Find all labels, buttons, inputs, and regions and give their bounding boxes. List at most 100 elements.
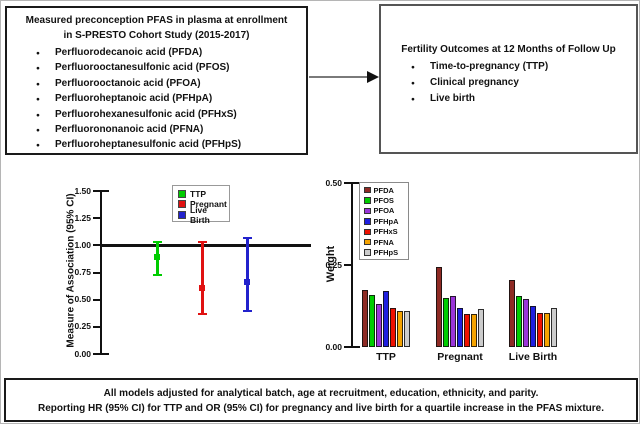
legend-item-pfhpa: PFHpA <box>364 216 408 226</box>
bar-pfhpa-pregnant <box>457 307 463 347</box>
list-item: Perfluorohexanesulfonic acid (PFHxS) <box>7 107 306 124</box>
bar-pfhpa-ttp <box>383 291 389 347</box>
errorbar-cap-top <box>153 241 162 244</box>
list-item: Perfluoroheptanesulfonic acid (PFHpS) <box>7 137 306 154</box>
legend-label: Live Birth <box>190 204 210 225</box>
outcome-list: Time-to-pregnancy (TTP) Clinical pregnan… <box>381 59 636 108</box>
category-label-live-birth: Live Birth <box>508 351 558 363</box>
bar-tick-label: 0.50 <box>325 177 342 188</box>
exposure-box: Measured preconception PFAS in plasma at… <box>5 6 308 155</box>
footnote-box: All models adjusted for analytical batch… <box>4 378 638 422</box>
legend-item-ttp: TTP <box>178 189 229 199</box>
bar-legend: PFDA PFOS PFOA PFHpA PFHxS PFNA <box>359 182 409 260</box>
list-item: Live birth <box>381 91 636 108</box>
errorbar-live-birth <box>246 237 249 311</box>
point-estimate-pregnant <box>199 284 205 291</box>
bar-pfhxs-live-birth <box>537 312 543 347</box>
bar-tick-label: 0.25 <box>325 259 342 270</box>
bar-pfda-live-birth <box>509 279 515 347</box>
list-item: Clinical pregnancy <box>381 75 636 92</box>
forest-tick <box>93 244 100 247</box>
forest-y-axis <box>100 190 102 355</box>
reference-line <box>101 243 311 247</box>
point-estimate-live-birth <box>244 279 250 286</box>
forest-tick <box>93 217 100 220</box>
forest-axis-endcap <box>102 353 109 355</box>
forest-tick-label: 1.50 <box>74 185 91 196</box>
bar-tick-label: 0.00 <box>325 341 342 352</box>
legend-label: PFHpS <box>373 248 399 258</box>
legend-item-pfhxs: PFHxS <box>364 227 408 237</box>
legend-label: PFNA <box>373 237 394 247</box>
legend-swatch <box>364 207 371 215</box>
category-label-ttp: TTP <box>376 351 396 363</box>
bar-pfna-live-birth <box>544 312 550 347</box>
list-item: Time-to-pregnancy (TTP) <box>381 59 636 76</box>
legend-label: PFHpA <box>373 216 399 226</box>
forest-tick <box>93 190 100 192</box>
bar-pfhxs-ttp <box>390 307 396 347</box>
legend-swatch <box>364 249 371 256</box>
legend-swatch <box>178 200 186 209</box>
bar-pfna-ttp <box>397 310 403 347</box>
legend-item-pfos: PFOS <box>364 195 408 205</box>
bar-pfhps-ttp <box>404 310 410 347</box>
list-item: Perfluorodecanoic acid (PFDA) <box>7 45 306 62</box>
errorbar-cap-top <box>243 236 252 239</box>
errorbar-cap-bottom <box>198 312 207 315</box>
legend-swatch <box>178 210 186 219</box>
legend-swatch <box>364 228 371 235</box>
category-label-pregnant: Pregnant <box>437 351 483 363</box>
bar-pfna-pregnant <box>471 314 477 347</box>
legend-swatch <box>364 186 371 194</box>
bar-pfos-ttp <box>369 294 375 347</box>
errorbar-pregnant <box>201 242 204 314</box>
forest-tick-label: 1.25 <box>74 212 91 223</box>
legend-label: PFDA <box>373 185 394 195</box>
forest-plot-area <box>101 191 311 354</box>
legend-item-pfoa: PFOA <box>364 206 408 216</box>
legend-label: TTP <box>190 189 207 200</box>
footnote-line2: Reporting HR (95% CI) for TTP and OR (95… <box>37 402 605 414</box>
connector-line <box>309 76 369 78</box>
legend-label: Pregnant <box>190 199 227 210</box>
legend-label: PFOA <box>373 206 395 216</box>
errorbar-cap-bottom <box>243 309 252 312</box>
bar-pfoa-live-birth <box>523 299 529 347</box>
outcome-box: Fertility Outcomes at 12 Months of Follo… <box>379 4 638 154</box>
forest-tick <box>93 298 100 301</box>
forest-tick-label: 0.75 <box>74 267 91 277</box>
forest-tick-label: 1.00 <box>74 239 91 250</box>
bar-pfoa-pregnant <box>450 296 456 347</box>
bar-y-axis <box>351 182 353 348</box>
bar-pfda-ttp <box>362 289 368 347</box>
arrow-head-icon <box>367 71 379 83</box>
bar-tick <box>344 182 351 184</box>
legend-swatch <box>364 218 371 225</box>
legend-item-pfna: PFNA <box>364 237 408 247</box>
bar-pfos-pregnant <box>443 297 449 347</box>
bar-pfhps-live-birth <box>551 307 557 347</box>
outcome-title: Fertility Outcomes at 12 Months of Follo… <box>401 44 616 55</box>
exposure-title-line1: Measured preconception PFAS in plasma at… <box>25 15 288 26</box>
legend-swatch <box>178 190 186 199</box>
legend-swatch <box>364 238 371 246</box>
bar-tick <box>344 346 351 348</box>
forest-tick <box>93 325 100 328</box>
bar-pfoa-ttp <box>376 304 382 347</box>
list-item: Perfluorononanoic acid (PFNA) <box>7 122 306 139</box>
forest-tick-label: 0.25 <box>74 321 91 332</box>
forest-tick <box>93 353 100 355</box>
legend-item-pfhps: PFHpS <box>364 247 408 257</box>
legend-swatch <box>364 197 371 204</box>
legend-item-pfda: PFDA <box>364 185 408 195</box>
bar-pfos-live-birth <box>516 296 522 347</box>
forest-axis-endcap <box>102 190 109 192</box>
footnote-line1: All models adjusted for analytical batch… <box>103 388 539 399</box>
list-item: Perfluorooctanesulfonic acid (PFOS) <box>7 60 306 77</box>
bar-pfhxs-pregnant <box>464 314 470 347</box>
list-item: Perfluorooctanoic acid (PFOA) <box>7 76 306 93</box>
forest-tick-label: 0.50 <box>74 294 91 305</box>
legend-item-pregnant: Pregnant <box>178 199 229 209</box>
